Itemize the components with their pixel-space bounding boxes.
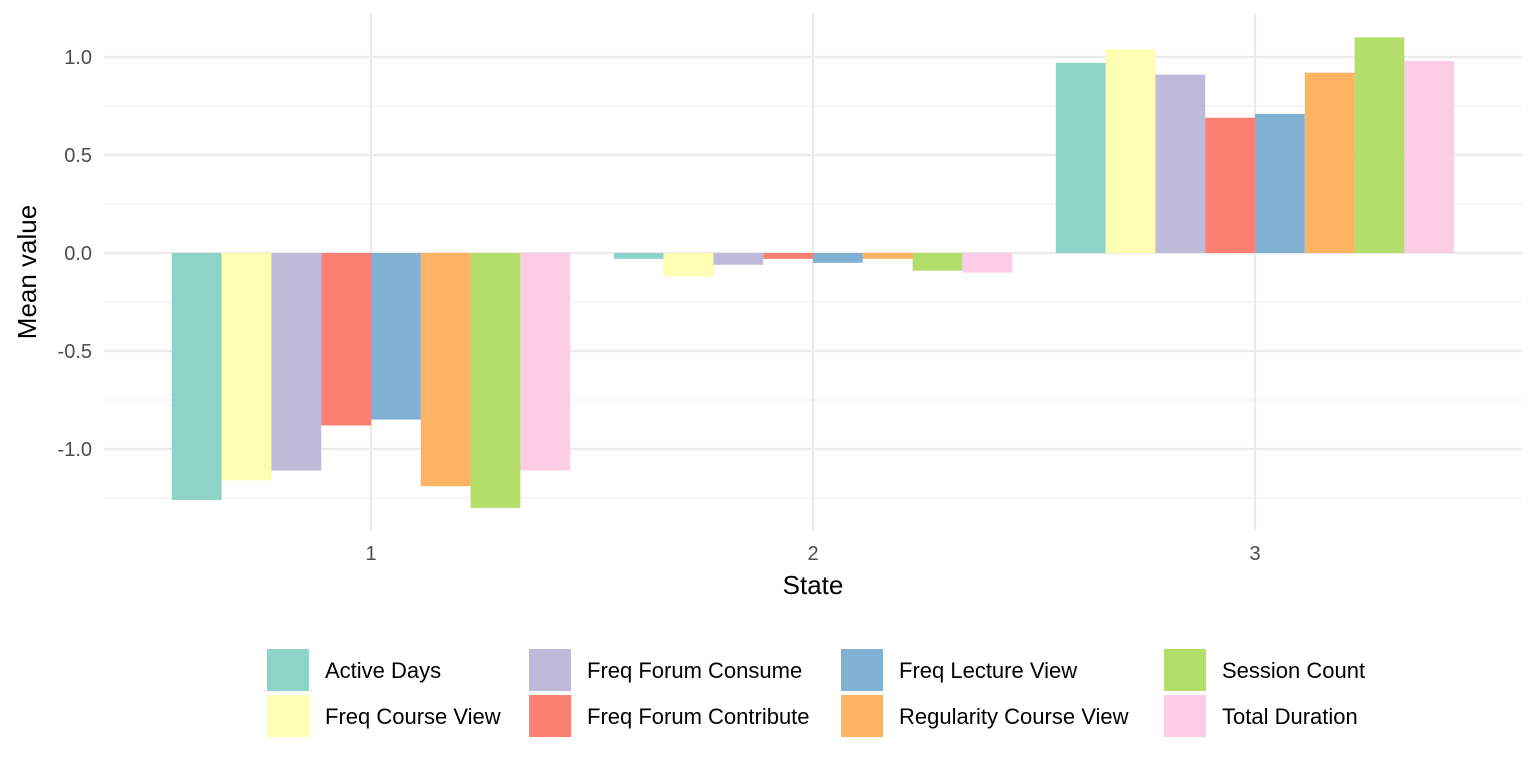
x-tick-label: 3 xyxy=(1249,543,1260,565)
y-tick-label: -0.5 xyxy=(58,341,92,363)
x-axis-ticks: 1 2 3 xyxy=(365,543,1260,565)
bars xyxy=(171,37,1455,508)
legend: Active Days Freq Course View Freq Forum Co… xyxy=(267,649,1365,737)
y-tick-label: 0.0 xyxy=(64,243,92,265)
legend-key xyxy=(1164,649,1206,691)
bar xyxy=(371,253,421,420)
bar xyxy=(912,253,963,271)
legend-item: Regularity Course View xyxy=(841,695,1129,737)
y-axis-ticks: -1.0 -0.5 0.0 0.5 1.0 xyxy=(58,47,92,461)
bar xyxy=(221,253,272,481)
bar xyxy=(763,253,813,259)
bar xyxy=(420,253,471,487)
legend-key xyxy=(529,649,571,691)
legend-label: Freq Forum Consume xyxy=(587,658,802,683)
bar xyxy=(1404,60,1455,253)
bar xyxy=(1255,113,1305,253)
legend-item: Freq Course View xyxy=(267,695,501,737)
legend-item: Active Days xyxy=(267,649,441,691)
legend-item: Freq Forum Contribute xyxy=(529,695,810,737)
bar xyxy=(171,253,222,500)
bar xyxy=(520,253,571,471)
legend-item: Freq Forum Consume xyxy=(529,649,802,691)
bar xyxy=(1155,74,1206,253)
bar xyxy=(470,253,521,508)
bar xyxy=(271,253,322,471)
bar xyxy=(1304,72,1355,254)
bar xyxy=(1105,49,1156,253)
y-tick-label: -1.0 xyxy=(58,439,92,461)
legend-key xyxy=(267,649,309,691)
bar xyxy=(1354,37,1405,254)
bar xyxy=(663,253,714,277)
legend-label: Session Count xyxy=(1222,658,1365,683)
legend-key xyxy=(841,695,883,737)
legend-label: Freq Lecture View xyxy=(899,658,1077,683)
bar xyxy=(321,253,371,426)
y-tick-label: 1.0 xyxy=(64,47,92,69)
legend-key xyxy=(1164,695,1206,737)
legend-key xyxy=(529,695,571,737)
bar xyxy=(1205,117,1255,253)
bar xyxy=(1055,62,1106,253)
legend-item: Session Count xyxy=(1164,649,1365,691)
legend-label: Freq Course View xyxy=(325,704,501,729)
bar xyxy=(613,253,664,259)
bar xyxy=(813,253,863,263)
legend-item: Freq Lecture View xyxy=(841,649,1077,691)
bar xyxy=(713,253,764,265)
y-tick-label: 0.5 xyxy=(64,145,92,167)
x-tick-label: 1 xyxy=(365,543,376,565)
y-axis-title: Mean value xyxy=(12,205,42,339)
bar xyxy=(862,253,913,259)
grid-lines xyxy=(104,14,1522,530)
legend-label: Regularity Course View xyxy=(899,704,1129,729)
bar xyxy=(962,253,1013,273)
legend-label: Freq Forum Contribute xyxy=(587,704,810,729)
x-tick-label: 2 xyxy=(807,543,818,565)
legend-label: Active Days xyxy=(325,658,441,683)
legend-key xyxy=(267,695,309,737)
legend-item: Total Duration xyxy=(1164,695,1358,737)
x-axis-title: State xyxy=(783,570,844,600)
legend-label: Total Duration xyxy=(1222,704,1358,729)
legend-key xyxy=(841,649,883,691)
